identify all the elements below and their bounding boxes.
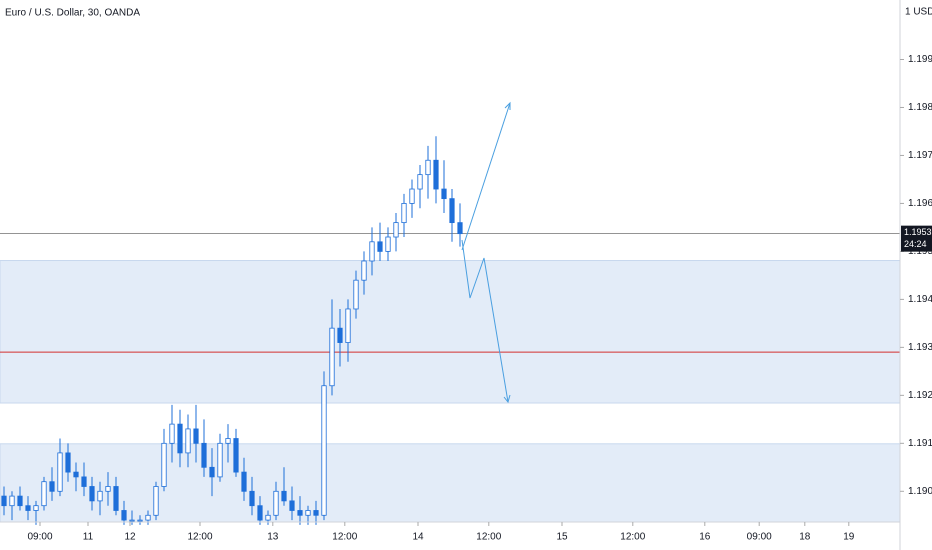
candle-body xyxy=(129,519,135,522)
candle-body xyxy=(337,327,343,343)
x-tick-label: 12:00 xyxy=(332,532,357,543)
x-tick-label: 13 xyxy=(267,532,279,543)
y-tick-label: 1.19200 xyxy=(908,390,932,401)
candle-body xyxy=(289,500,295,511)
y-tick-label: 1.19700 xyxy=(908,150,932,161)
candle-body xyxy=(73,471,79,478)
candle-body xyxy=(401,203,407,224)
candle-body xyxy=(25,505,31,511)
candle-body xyxy=(137,519,143,522)
arrow-head xyxy=(504,101,511,110)
candle-body xyxy=(369,241,375,262)
candle-body xyxy=(65,452,71,473)
x-tick-label: 19 xyxy=(843,532,855,543)
candle-body xyxy=(89,486,95,502)
candle-body xyxy=(9,495,15,507)
candle-body xyxy=(449,198,455,224)
candle-body xyxy=(249,490,255,507)
countdown-label: 24:24 xyxy=(904,239,927,249)
candle-body xyxy=(217,442,223,478)
x-tick-label: 16 xyxy=(699,532,711,543)
x-tick-label: 14 xyxy=(412,532,424,543)
candle-body xyxy=(305,510,311,516)
drawing-arrows xyxy=(461,101,511,404)
candle-body xyxy=(81,476,87,487)
zone xyxy=(0,443,901,523)
candle-body xyxy=(121,510,127,521)
candle-body xyxy=(105,486,111,492)
candle-body xyxy=(49,481,55,492)
last-price-label: 1.19537 xyxy=(904,227,932,237)
candle-body xyxy=(233,438,239,473)
candle-body xyxy=(209,466,215,478)
chart-title: Euro / U.S. Dollar, 30, OANDA xyxy=(5,8,140,19)
candle-body xyxy=(265,514,271,521)
candle-body xyxy=(393,222,399,238)
y-tick-label: 1.19400 xyxy=(908,294,932,305)
candle-body xyxy=(257,505,263,521)
candle-body xyxy=(97,490,103,502)
candle-body xyxy=(297,510,303,516)
candle-body xyxy=(273,490,279,516)
arrow-up xyxy=(461,102,511,251)
candle-body xyxy=(185,428,191,454)
candle-body xyxy=(329,327,335,387)
candle-body xyxy=(321,385,327,516)
x-tick-label: 12 xyxy=(124,532,136,543)
candle-body xyxy=(33,505,39,511)
x-tick-label: 12:00 xyxy=(187,532,212,543)
arrow-head xyxy=(503,394,511,404)
last-price-box xyxy=(901,225,932,252)
x-tick-label: 12:00 xyxy=(476,532,501,543)
candle-body xyxy=(425,159,431,176)
candle-body xyxy=(1,495,7,507)
candle-body xyxy=(193,428,199,444)
candle-body xyxy=(313,510,319,516)
candle-body xyxy=(225,438,231,444)
candle-body xyxy=(57,452,63,492)
y-tick-label: 1.19300 xyxy=(908,342,932,353)
candle-body xyxy=(409,188,415,204)
candle-body xyxy=(201,442,207,468)
candle-body xyxy=(169,423,175,444)
candle-body xyxy=(241,471,247,492)
candle-body xyxy=(177,423,183,454)
candle-body xyxy=(433,159,439,190)
candle-body xyxy=(345,308,351,343)
arrow-down xyxy=(461,239,509,403)
candle-body xyxy=(353,279,359,310)
x-tick-label: 15 xyxy=(556,532,568,543)
candle-body xyxy=(441,188,447,200)
y-tick-label: 1.19600 xyxy=(908,198,932,209)
candle-body xyxy=(361,260,367,281)
candle-body xyxy=(145,514,151,521)
y-tick-label: 1.19900 xyxy=(908,54,932,65)
x-tick-label: 09:00 xyxy=(27,532,52,543)
candle-body xyxy=(281,490,287,502)
candle-body xyxy=(153,486,159,516)
x-tick-label: 09:00 xyxy=(747,532,772,543)
zone xyxy=(0,260,901,404)
candle-body xyxy=(457,222,463,235)
candle-body xyxy=(377,241,383,252)
x-tick-label: 12:00 xyxy=(620,532,645,543)
candle-body xyxy=(41,481,47,507)
candle-body xyxy=(161,442,167,487)
y-tick-label: 1.19800 xyxy=(908,102,932,113)
candle-body xyxy=(385,236,391,252)
x-tick-label: 18 xyxy=(799,532,811,543)
x-tick-label: 11 xyxy=(83,532,94,543)
currency-label[interactable]: 1 USD xyxy=(905,7,932,18)
y-tick-label: 1.19000 xyxy=(908,486,932,497)
candle-body xyxy=(113,486,119,511)
y-tick-label: 1.19100 xyxy=(908,438,932,449)
candle-body xyxy=(417,174,423,190)
candle-body xyxy=(17,495,23,507)
